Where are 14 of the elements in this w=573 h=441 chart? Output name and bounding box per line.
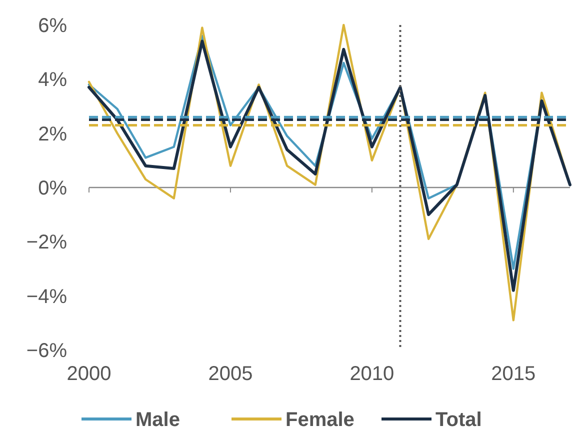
x-tick-label: 2010 xyxy=(350,363,394,385)
legend-label: Male xyxy=(136,409,180,431)
y-tick-label: −4% xyxy=(26,286,68,308)
y-tick-label: 4% xyxy=(38,69,68,92)
legend-label: Female xyxy=(286,409,354,431)
x-tick-label: 2005 xyxy=(208,363,253,385)
y-tick-label: −6% xyxy=(26,340,68,362)
y-tick-label: 0% xyxy=(38,178,68,200)
legend-label: Total xyxy=(436,409,482,431)
y-tick-label: −2% xyxy=(26,232,68,254)
x-tick-label: 2015 xyxy=(491,363,536,385)
y-tick-label: 2% xyxy=(38,123,68,146)
x-tick-label: 2000 xyxy=(66,363,112,385)
y-tick-label: 6% xyxy=(38,15,68,37)
